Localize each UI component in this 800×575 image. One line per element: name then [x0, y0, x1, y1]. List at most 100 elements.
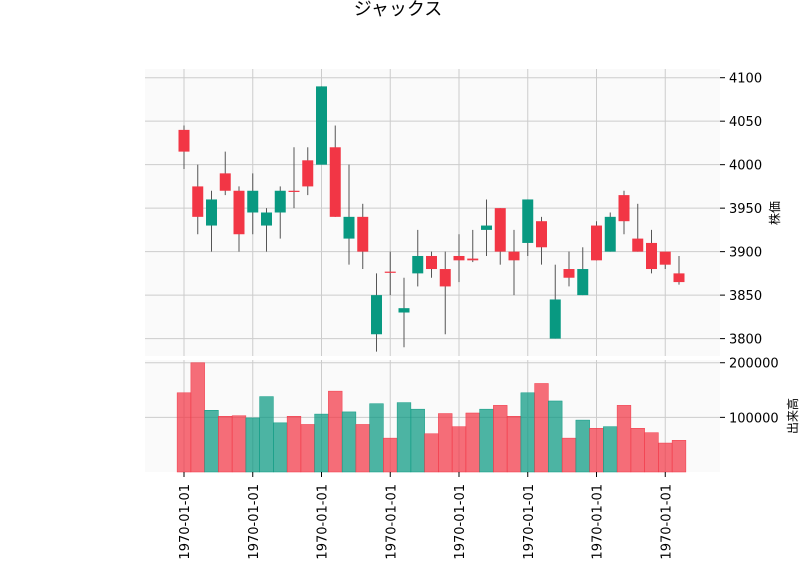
candle-body-down — [302, 160, 314, 187]
volume-bar — [328, 390, 343, 473]
candle-body-up — [316, 86, 327, 165]
volume-tick-label: 200000 — [729, 357, 779, 372]
volume-bar — [231, 415, 247, 473]
volume-bar — [575, 419, 590, 473]
volume-bar — [245, 417, 260, 473]
volume-bar — [438, 413, 453, 473]
candle-body-down — [591, 225, 602, 261]
candle-body-down — [453, 255, 465, 261]
volume-bar — [451, 426, 467, 473]
x-axis: 1970-01-01 1970-01-01 1970-01-01 1970-01-01… — [178, 472, 674, 560]
volume-bar — [506, 416, 522, 473]
price-panel: 3800 3850 3900 3950 4000 4050 4100 株価 — [145, 69, 782, 356]
volume-bar — [493, 405, 508, 473]
candle-body-down — [192, 186, 204, 217]
volume-bar — [355, 424, 370, 473]
x-tick-label: 1970-01-01 — [659, 484, 674, 560]
volume-bar — [671, 440, 687, 473]
candle-body-down — [673, 273, 685, 283]
price-tick-label: 4050 — [729, 115, 762, 130]
volume-bars — [176, 362, 687, 473]
volume-bar — [424, 433, 439, 473]
candle-body-up — [522, 199, 534, 243]
candle-body-up — [206, 199, 217, 226]
candle-body-down — [439, 269, 451, 287]
candle-body-up — [247, 190, 259, 213]
x-tick-label: 1970-01-01 — [247, 484, 262, 560]
price-tick-label: 4000 — [729, 159, 762, 174]
chart-title: ジャックス — [354, 0, 443, 20]
x-tick-label: 1970-01-01 — [591, 484, 606, 560]
x-tick-label: 1970-01-01 — [316, 484, 331, 560]
candle-body-down — [233, 190, 245, 235]
x-tick-label: 1970-01-01 — [522, 484, 537, 560]
volume-bar — [465, 412, 480, 473]
candle-body-down — [329, 147, 341, 217]
volume-bar — [603, 426, 618, 473]
volume-bar — [616, 405, 632, 473]
candle-body-up — [604, 216, 616, 252]
candle-body-down — [426, 255, 437, 270]
price-candles — [178, 86, 685, 352]
candle-body-down — [508, 251, 520, 261]
price-y-axis: 3800 3850 3900 3950 4000 4050 4100 — [720, 72, 762, 348]
volume-y-axis-label: 出来高 — [785, 398, 800, 434]
price-tick-label: 3900 — [729, 246, 762, 261]
volume-bar — [396, 402, 412, 473]
volume-bar — [314, 413, 329, 473]
candle-body-up — [261, 212, 272, 226]
candle-body-down — [219, 173, 231, 191]
candle-body-down — [632, 238, 644, 252]
volume-bar — [630, 428, 645, 473]
candle-body-up — [371, 295, 382, 335]
candle-body-up — [274, 190, 286, 213]
x-tick-label: 1970-01-01 — [384, 484, 399, 560]
volume-bar — [204, 410, 219, 473]
candle-body-down — [536, 221, 547, 248]
price-tick-label: 4100 — [729, 72, 762, 87]
volume-bar — [273, 422, 288, 473]
candle-body-down — [659, 251, 671, 265]
volume-bar — [410, 408, 425, 473]
volume-bar — [589, 428, 604, 473]
volume-bar — [534, 383, 549, 473]
volume-bar — [548, 400, 563, 473]
price-y-axis-label: 株価 — [767, 201, 782, 225]
candle-body-down — [288, 190, 300, 192]
candle-body-down — [563, 269, 575, 278]
volume-bar — [341, 411, 357, 473]
candle-body-up — [481, 225, 492, 230]
candle-body-down — [467, 258, 479, 261]
volume-bar — [644, 432, 659, 473]
volume-bar — [658, 442, 673, 473]
volume-bar — [218, 416, 233, 473]
candle-body-up — [398, 308, 410, 313]
volume-tick-label: 100000 — [729, 411, 779, 426]
volume-panel: 100000 200000 出来高 — [145, 357, 800, 473]
candle-body-down — [646, 242, 657, 270]
volume-bar — [300, 424, 315, 473]
candle-body-down — [178, 129, 190, 152]
candle-body-up — [577, 269, 589, 296]
volume-bar — [259, 396, 274, 473]
price-tick-label: 3850 — [729, 289, 762, 304]
candle-body-up — [343, 216, 355, 239]
x-tick-label: 1970-01-01 — [453, 484, 468, 560]
candle-body-down — [494, 208, 506, 252]
candle-body-down — [618, 195, 630, 222]
candle-body-down — [357, 216, 369, 252]
volume-bar — [383, 437, 398, 473]
candle-body-down — [384, 271, 396, 273]
volume-bar — [190, 362, 205, 473]
volume-y-axis: 100000 200000 — [720, 357, 779, 426]
volume-bar — [561, 437, 577, 473]
volume-bar — [176, 392, 192, 473]
volume-bar — [479, 408, 494, 473]
x-tick-label: 1970-01-01 — [178, 484, 193, 560]
price-tick-label: 3950 — [729, 202, 762, 217]
volume-bar — [286, 416, 302, 473]
candle-body-up — [549, 299, 561, 339]
price-plot-area — [145, 69, 720, 356]
volume-bar — [369, 403, 384, 473]
